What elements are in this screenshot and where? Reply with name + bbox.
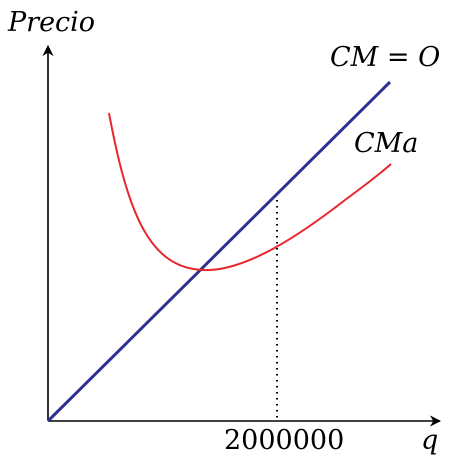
average-cost-curve [108, 112, 392, 272]
average-cost-curve-label: CMa [354, 128, 418, 159]
x-axis-label: q [421, 425, 438, 456]
supply-curve-label: CM = O [330, 42, 440, 73]
supply-curve [46, 80, 392, 423]
quantity-tick-label: 2000000 [224, 425, 344, 456]
y-axis-label: Precio [7, 7, 95, 38]
